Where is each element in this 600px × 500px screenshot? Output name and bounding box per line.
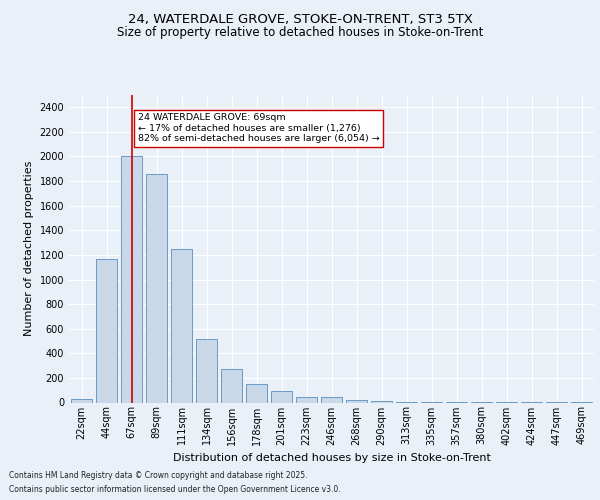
- Text: Contains HM Land Registry data © Crown copyright and database right 2025.: Contains HM Land Registry data © Crown c…: [9, 472, 308, 480]
- Text: 24 WATERDALE GROVE: 69sqm
← 17% of detached houses are smaller (1,276)
82% of se: 24 WATERDALE GROVE: 69sqm ← 17% of detac…: [138, 114, 380, 143]
- Bar: [171, 250, 192, 402]
- Bar: [346, 400, 367, 402]
- Text: Contains public sector information licensed under the Open Government Licence v3: Contains public sector information licen…: [9, 484, 341, 494]
- Bar: [146, 174, 167, 402]
- Bar: [121, 156, 142, 402]
- Bar: [96, 258, 117, 402]
- Bar: [321, 397, 342, 402]
- Y-axis label: Number of detached properties: Number of detached properties: [24, 161, 34, 336]
- X-axis label: Distribution of detached houses by size in Stoke-on-Trent: Distribution of detached houses by size …: [173, 453, 490, 463]
- Bar: [221, 368, 242, 402]
- Bar: [296, 397, 317, 402]
- Text: 24, WATERDALE GROVE, STOKE-ON-TRENT, ST3 5TX: 24, WATERDALE GROVE, STOKE-ON-TRENT, ST3…: [128, 14, 472, 26]
- Bar: [271, 391, 292, 402]
- Bar: [246, 384, 267, 402]
- Bar: [196, 338, 217, 402]
- Bar: [371, 400, 392, 402]
- Bar: [71, 400, 92, 402]
- Text: Size of property relative to detached houses in Stoke-on-Trent: Size of property relative to detached ho…: [117, 26, 483, 39]
